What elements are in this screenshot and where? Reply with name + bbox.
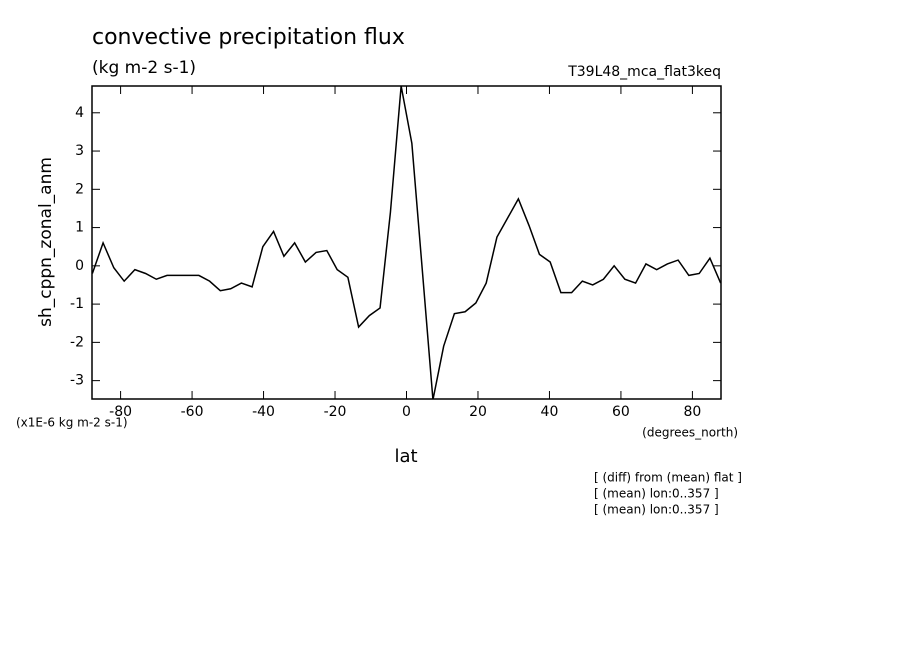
y-tick-label: 4 (75, 105, 84, 121)
y-tick-label: 3 (75, 143, 84, 159)
x-units: (degrees_north) (642, 426, 738, 440)
x-tick-label: 0 (402, 404, 411, 420)
x-tick-label: -80 (109, 404, 132, 420)
y-tick-label: 2 (75, 181, 84, 197)
y-axis-label: sh_cppn_zonal_anm (36, 157, 56, 327)
x-tick-label: -60 (181, 404, 204, 420)
chart-subtitle: (kg m-2 s-1) (92, 58, 196, 78)
note: [ (mean) lon:0..357 ] (594, 487, 719, 501)
run-label: T39L48_mca_flat3keq (567, 64, 721, 80)
x-tick-label: 80 (683, 404, 701, 420)
y-scale-label: (x1E-6 kg m-2 s-1) (16, 416, 128, 430)
x-tick-label: 20 (469, 404, 487, 420)
chart-title: convective precipitation flux (92, 25, 405, 50)
x-tick-label: 40 (541, 404, 559, 420)
x-tick-label: -40 (252, 404, 275, 420)
plot-frame (91, 85, 722, 400)
data-line (92, 86, 721, 399)
note: [ (mean) lon:0..357 ] (594, 503, 719, 517)
x-tick-label: -20 (324, 404, 347, 420)
x-tick-label: 60 (612, 404, 630, 420)
y-tick-label: -2 (70, 334, 84, 350)
y-tick-label: 1 (75, 220, 84, 236)
y-tick-label: -1 (70, 296, 84, 312)
y-tick-label: 0 (75, 258, 84, 274)
x-axis-label: lat (394, 446, 417, 467)
y-tick-label: -3 (70, 373, 84, 389)
note: [ (diff) from (mean) flat ] (594, 471, 742, 485)
